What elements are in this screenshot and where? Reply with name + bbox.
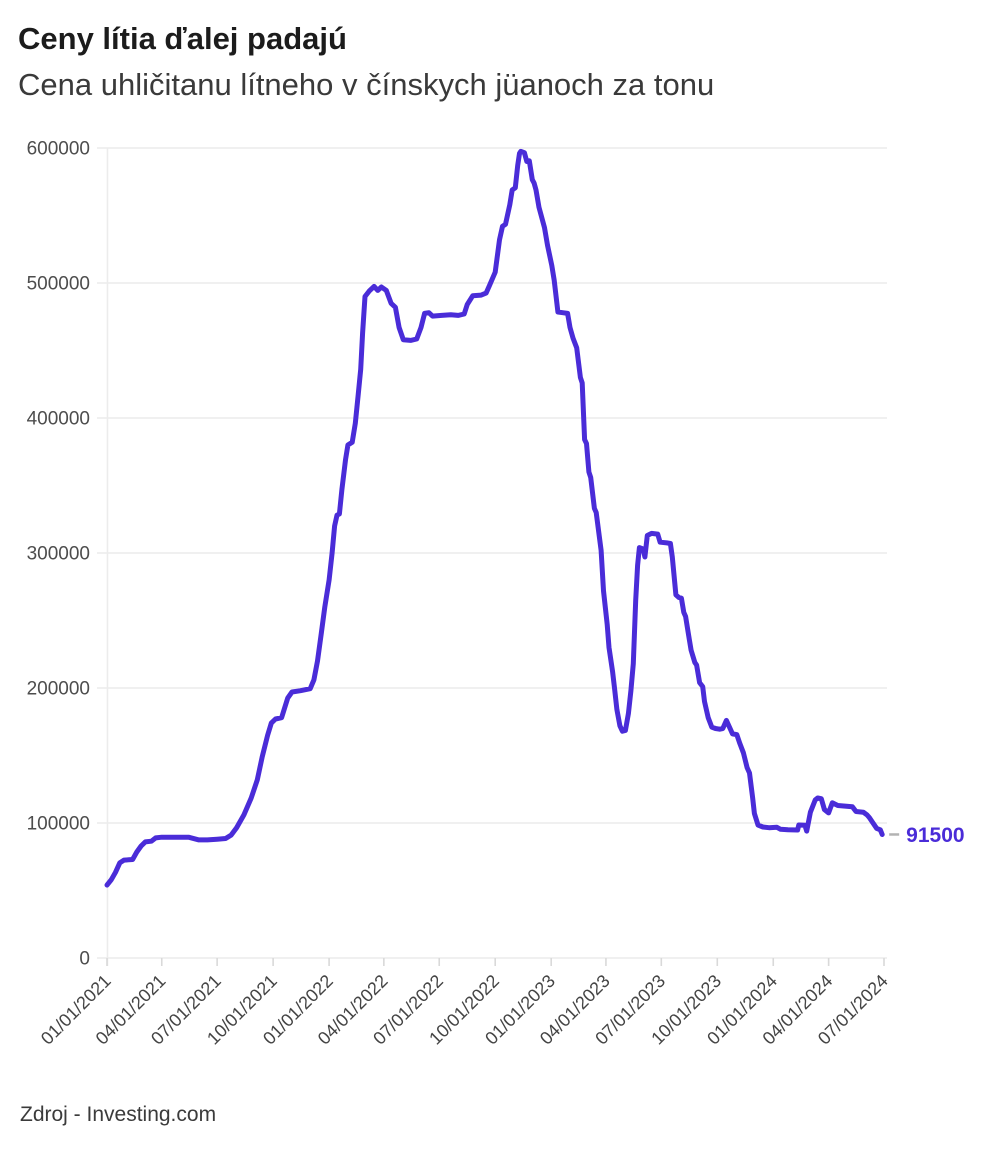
y-axis-tick-label: 200000	[27, 679, 90, 700]
price-line	[104, 148, 885, 888]
y-axis-tick-label: 400000	[27, 409, 90, 430]
chart-header: Ceny lítia ďalej padajú Cena uhličitanu …	[18, 21, 715, 103]
source-note: Zdroj - Investing.com	[20, 1103, 217, 1126]
y-axis-tick-label: 300000	[27, 544, 90, 565]
y-axis-tick-label: 600000	[27, 139, 90, 160]
chart-subtitle: Cena uhličitanu lítneho v čínskych jüano…	[18, 67, 715, 103]
y-axis-tick-label: 100000	[27, 814, 90, 835]
end-value-label: 91500	[906, 824, 964, 847]
y-axis-tick-label: 500000	[27, 274, 90, 295]
chart-title: Ceny lítia ďalej padajú	[18, 21, 347, 56]
y-axis-tick-label: 0	[79, 949, 90, 970]
